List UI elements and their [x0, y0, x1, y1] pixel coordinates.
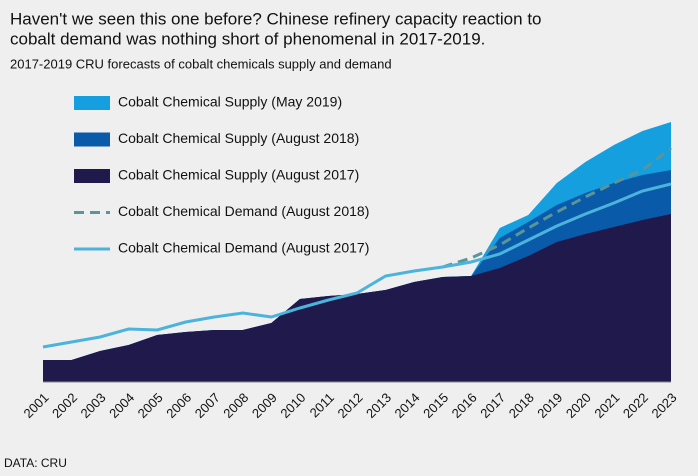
x-tick-label: 2003 [78, 390, 109, 421]
legend-label: Cobalt Chemical Demand (August 2017) [118, 240, 369, 256]
legend-label: Cobalt Chemical Supply (August 2017) [118, 167, 359, 183]
demand-line [442, 146, 672, 269]
x-tick-label: 2015 [420, 390, 451, 421]
x-tick-label: 2023 [648, 390, 679, 421]
demand-line [42, 182, 672, 349]
x-tick-label: 2009 [249, 390, 280, 421]
x-tick-label: 2010 [277, 390, 308, 421]
x-tick-label: 2004 [106, 390, 137, 421]
x-tick-label: 2001 [20, 390, 51, 421]
x-tick-label: 2021 [591, 390, 622, 421]
legend-swatch [74, 96, 110, 110]
x-tick-label: 2016 [449, 390, 480, 421]
x-tick-label: 2011 [307, 390, 337, 420]
legend-label: Cobalt Chemical Supply (August 2018) [118, 130, 359, 146]
x-tick-label: 2014 [392, 390, 423, 421]
x-tick-label: 2008 [220, 390, 251, 421]
chart-title: Haven't we seen this one before? Chinese… [10, 9, 542, 28]
legend-swatch [74, 132, 110, 147]
chart-subtitle: 2017-2019 CRU forecasts of cobalt chemic… [10, 56, 392, 71]
supply-area [43, 214, 671, 382]
legend-label: Cobalt Chemical Demand (August 2018) [118, 203, 369, 219]
x-tick-label: 2005 [135, 390, 166, 421]
chart-title: cobalt demand was nothing short of pheno… [10, 29, 485, 48]
source: DATA: CRU [4, 456, 67, 470]
x-tick-label: 2020 [563, 390, 594, 421]
legend-label: Cobalt Chemical Supply (May 2019) [118, 94, 342, 110]
legend-swatch [74, 169, 110, 183]
x-tick-label: 2002 [49, 390, 80, 421]
x-tick-label: 2017 [477, 390, 508, 421]
x-tick-label: 2018 [506, 390, 537, 421]
x-tick-label: 2006 [163, 390, 194, 421]
x-tick-label: 2019 [534, 390, 565, 421]
x-tick-label: 2022 [620, 390, 651, 421]
x-tick-label: 2007 [192, 390, 223, 421]
x-tick-label: 2012 [334, 390, 365, 421]
x-tick-label: 2013 [363, 390, 394, 421]
